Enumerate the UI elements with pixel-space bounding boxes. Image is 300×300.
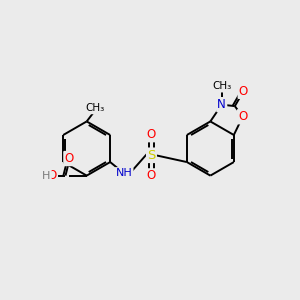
- Text: O: O: [238, 110, 247, 123]
- Text: CH₃: CH₃: [85, 103, 105, 113]
- Text: H: H: [42, 171, 50, 181]
- Text: S: S: [147, 149, 156, 162]
- Text: O: O: [147, 128, 156, 141]
- Text: CH₃: CH₃: [212, 81, 231, 92]
- Text: O: O: [48, 169, 57, 182]
- Text: O: O: [64, 152, 74, 165]
- Text: O: O: [239, 85, 248, 98]
- Text: N: N: [218, 98, 226, 111]
- Text: NH: NH: [116, 168, 132, 178]
- Text: O: O: [147, 169, 156, 182]
